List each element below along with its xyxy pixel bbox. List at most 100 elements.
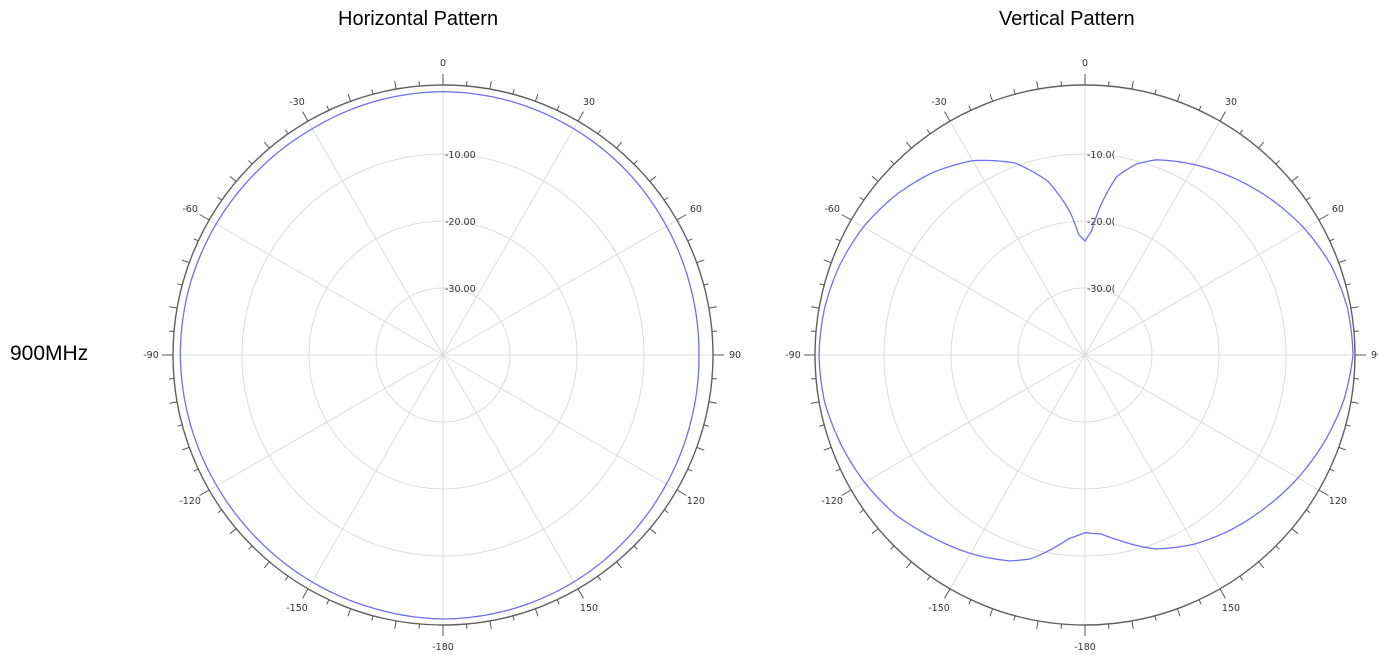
angle-tick-mark [819,424,825,427]
angular-grid-spoke [1084,220,1318,356]
angle-tick-mark [597,129,602,135]
angular-grid-spoke [1084,354,1318,490]
angle-tick-mark [663,509,669,514]
angle-tick-mark [1350,306,1359,309]
angle-tick-mark [708,306,717,309]
angle-tick-mark [819,283,825,286]
angle-tick-mark [633,160,638,165]
angle-tick-label: 60 [690,204,702,215]
angle-tick-mark [703,424,709,427]
angle-tick-mark [696,446,705,451]
angle-tick-mark [1258,561,1265,569]
angle-tick-mark [841,214,852,221]
angular-grid-spoke [308,354,444,588]
angle-tick-mark [181,259,190,264]
angle-tick-mark [347,93,352,102]
angle-tick-label: -90 [143,350,159,361]
angle-tick-mark [649,175,657,182]
angle-tick-mark [263,561,270,569]
angle-tick-mark [703,283,709,286]
angle-tick-mark [1176,93,1181,102]
angle-tick-mark [1013,615,1016,621]
angle-tick-mark [1239,575,1244,581]
angle-tick-mark [944,588,951,599]
angle-tick-label: 30 [1225,97,1237,108]
angle-tick-mark [248,545,253,550]
angle-tick-label: 120 [1329,496,1347,507]
angle-tick-mark [302,111,309,122]
angle-tick-mark [841,489,852,496]
angular-grid-spoke [852,220,1086,356]
angular-grid-spoke [442,354,578,588]
angle-tick-mark [708,401,717,404]
angle-tick-label: 90 [729,350,741,361]
angle-tick-mark [1131,620,1134,629]
angle-tick-mark [556,105,560,111]
angle-tick-mark [556,599,560,605]
angle-tick-label: 30 [583,97,595,108]
angle-tick-label: 0 [1082,58,1088,69]
angle-tick-mark [1258,141,1265,149]
angle-tick-mark [371,615,374,621]
angular-grid-spoke [1084,122,1220,356]
angle-tick-mark [1291,175,1299,182]
angle-tick-mark [326,599,330,605]
angle-tick-mark [248,160,253,165]
angle-tick-mark [1350,401,1359,404]
angle-tick-label: 90 [1371,350,1378,361]
angle-tick-mark [1345,283,1351,286]
angle-tick-label: 150 [1222,603,1240,614]
angular-grid-spoke [950,354,1086,588]
angle-tick-mark [890,545,895,550]
angle-tick-mark [926,129,931,135]
angle-tick-mark [1036,620,1039,629]
angle-tick-mark [968,105,972,111]
angle-tick-mark [1318,489,1329,496]
angle-tick-mark [968,599,972,605]
angle-tick-label: -90 [785,350,801,361]
angle-tick-mark [1239,129,1244,135]
angle-tick-mark [394,620,397,629]
radial-tick-label: -10.0( [1087,150,1115,161]
angle-tick-label: -150 [928,603,950,614]
angle-tick-mark [1013,89,1016,95]
angle-tick-mark [859,509,865,514]
angle-tick-mark [1338,259,1347,264]
radial-tick-label: -20.0( [1087,217,1115,228]
angle-tick-label: -120 [821,496,843,507]
angle-tick-mark [229,175,237,182]
angle-tick-mark [687,238,693,242]
radial-tick-label: -20.00 [445,217,476,228]
angle-tick-mark [169,401,178,404]
radial-tick-label: -30.00 [445,284,476,295]
angle-tick-mark [489,81,492,90]
angle-tick-label: -60 [824,204,840,215]
angle-tick-label: -120 [179,496,201,507]
angle-tick-mark [217,196,223,201]
angle-tick-mark [1131,81,1134,90]
angle-tick-label: 60 [1332,204,1344,215]
angle-tick-mark [871,175,879,182]
angle-tick-mark [823,446,832,451]
angle-tick-mark [177,283,183,286]
angle-tick-mark [199,214,210,221]
angular-grid-spoke [210,354,444,490]
angle-tick-mark [890,160,895,165]
angle-tick-mark [1305,509,1311,514]
angle-tick-mark [169,306,178,309]
angle-tick-mark [676,489,687,496]
angle-tick-mark [926,575,931,581]
angle-tick-label: -180 [1074,642,1096,653]
angle-tick-mark [284,129,289,135]
angle-tick-mark [811,401,820,404]
angle-tick-mark [1318,214,1329,221]
angular-grid-spoke [442,122,578,356]
angle-tick-mark [1345,424,1351,427]
angle-tick-mark [871,528,879,535]
angle-tick-mark [989,608,994,617]
angle-tick-mark [649,528,657,535]
angle-tick-mark [1338,446,1347,451]
pattern-series-line [179,91,700,620]
angle-tick-mark [1305,196,1311,201]
angle-tick-mark [577,111,584,122]
